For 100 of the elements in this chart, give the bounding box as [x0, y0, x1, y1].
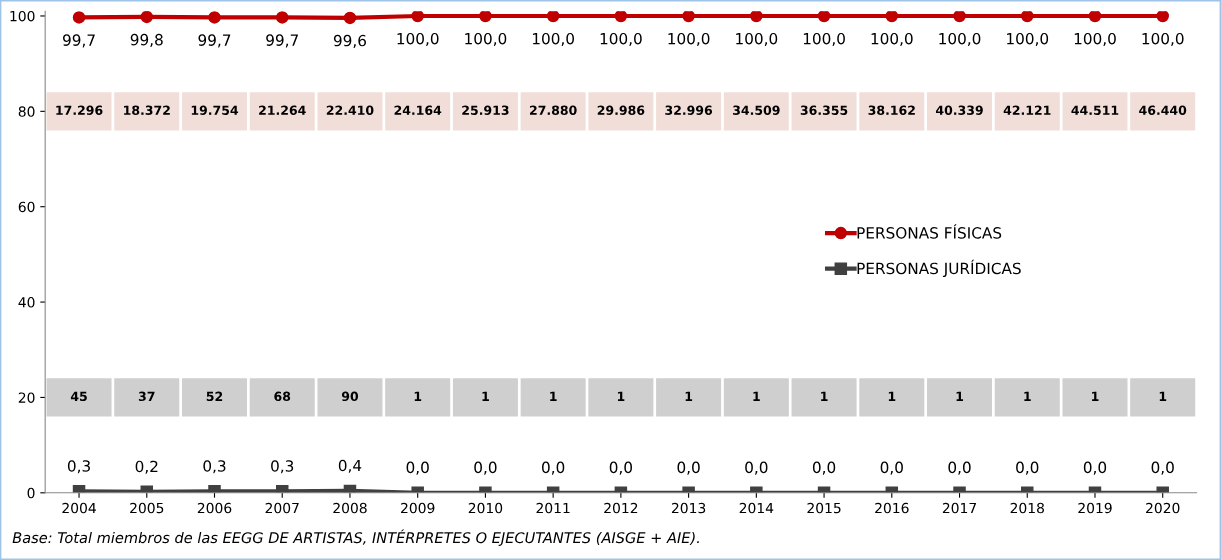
data-label: 0,0 [1016, 461, 1039, 475]
data-label: 0,3 [67, 460, 90, 474]
data-label: 100,0 [1007, 32, 1049, 47]
x-tick-label: 2019 [1078, 502, 1112, 514]
data-label: 100,0 [668, 32, 710, 47]
x-tick-label: 2013 [671, 502, 706, 514]
point [411, 11, 424, 23]
point [72, 11, 86, 24]
annotation: 1 [1159, 391, 1167, 401]
point [1021, 11, 1034, 23]
point [750, 11, 763, 23]
annotation: 1 [1092, 391, 1099, 401]
annotation: 46.440 [1139, 105, 1187, 115]
annotation: 32.996 [665, 105, 713, 115]
data-label: 0,3 [203, 460, 226, 474]
annotation: 1 [956, 391, 964, 401]
x-tick-label: 2018 [1010, 502, 1044, 514]
data-label: 100,0 [939, 32, 981, 47]
text: Base: Total miembros de las EEGG DE ARTISTAS, INTÉRPRETES O EJECUTANTES (AISGE + AIE). [12, 529, 699, 546]
data-label: 100,0 [600, 32, 642, 47]
point [343, 11, 357, 25]
x-tick-label: 2010 [468, 502, 503, 514]
annotation: 1 [1024, 391, 1031, 401]
x-tick-label: 2020 [1146, 502, 1180, 514]
x-tick-label: 2011 [536, 502, 570, 514]
point [614, 11, 628, 23]
annotation: 21.264 [259, 105, 306, 115]
point [885, 11, 899, 23]
legend-label: PERSONAS FÍSICAS [857, 224, 1002, 239]
point [1088, 11, 1102, 23]
data-label: 100,0 [465, 32, 507, 47]
data-label: 0,3 [271, 460, 294, 474]
data-label: 99,7 [266, 34, 298, 48]
annotation: 18.372 [124, 105, 170, 115]
x-tick-label: 2005 [130, 502, 164, 514]
x-tick-label: 2008 [333, 502, 367, 514]
annotation: 34.509 [733, 105, 780, 115]
x-tick-label: 2012 [604, 502, 638, 514]
data-label: 100,0 [1142, 32, 1184, 47]
annotation: 42.121 [1003, 105, 1051, 115]
x-tick-label: 2017 [942, 502, 977, 514]
data-label: 0,0 [406, 461, 429, 475]
x-tick-label: 2004 [62, 502, 96, 514]
data-label: 100,0 [397, 32, 439, 47]
x-tick-label: 2009 [401, 502, 435, 514]
point [479, 11, 492, 23]
data-label: 0,4 [338, 459, 362, 473]
annotation: 1 [550, 391, 557, 401]
annotation: 29.986 [597, 105, 645, 115]
annotation: 52 [206, 391, 223, 402]
data-label: 0,0 [1151, 461, 1174, 475]
point [1156, 11, 1169, 23]
annotation: 19.754 [191, 105, 239, 115]
annotation: 45 [70, 391, 87, 402]
data-label: 99,6 [333, 34, 367, 48]
annotation: 90 [341, 391, 359, 402]
y-tick-label: 0 [27, 487, 35, 499]
annotation: 1 [617, 391, 625, 401]
annotation: 44.511 [1071, 105, 1119, 115]
annotation: 24.164 [394, 105, 442, 115]
x-tick-label: 2014 [739, 502, 774, 514]
data-label: 99,7 [63, 34, 95, 48]
annotation: 17.296 [56, 105, 103, 115]
annotation: 22.410 [326, 105, 374, 115]
data-label: 0,0 [542, 461, 565, 475]
data-label: 0,0 [677, 461, 700, 475]
annotation: 1 [414, 391, 422, 401]
data-label: 100,0 [803, 32, 845, 47]
annotation: 1 [482, 391, 489, 401]
y-tick-label: 60 [18, 201, 35, 213]
data-label: 0,0 [948, 461, 971, 475]
x-tick-label: 2015 [807, 502, 841, 514]
annotation: 1 [753, 391, 760, 401]
y-tick-label: 40 [18, 297, 35, 308]
annotation: 38.162 [868, 105, 915, 115]
annotation: 68 [274, 391, 291, 402]
x-tick-label: 2007 [265, 502, 299, 514]
data-label: 0,0 [609, 461, 633, 475]
data-label: 100,0 [736, 32, 778, 47]
point [208, 11, 221, 24]
point [140, 11, 154, 24]
annotation: 1 [685, 391, 693, 401]
y-tick-label: 20 [18, 392, 35, 403]
data-label: 0,0 [880, 461, 903, 475]
data-label: 99,7 [198, 34, 231, 48]
annotation: 27.880 [530, 105, 577, 115]
data-label: 100,0 [1074, 32, 1116, 47]
data-label: 100,0 [871, 32, 913, 47]
annotation: 37 [138, 391, 155, 402]
annotation: 1 [888, 391, 896, 401]
x-tick-label: 2006 [197, 502, 232, 514]
annotation: 40.339 [935, 105, 983, 115]
point [546, 11, 560, 23]
data-label: 0,2 [135, 460, 158, 474]
point [682, 11, 695, 23]
data-label: 0,0 [812, 461, 836, 475]
data-label: 0,0 [1083, 461, 1107, 475]
y-tick-label: 80 [18, 106, 35, 117]
y-tick-label: 100 [10, 10, 35, 22]
data-label: 0,0 [474, 461, 497, 475]
